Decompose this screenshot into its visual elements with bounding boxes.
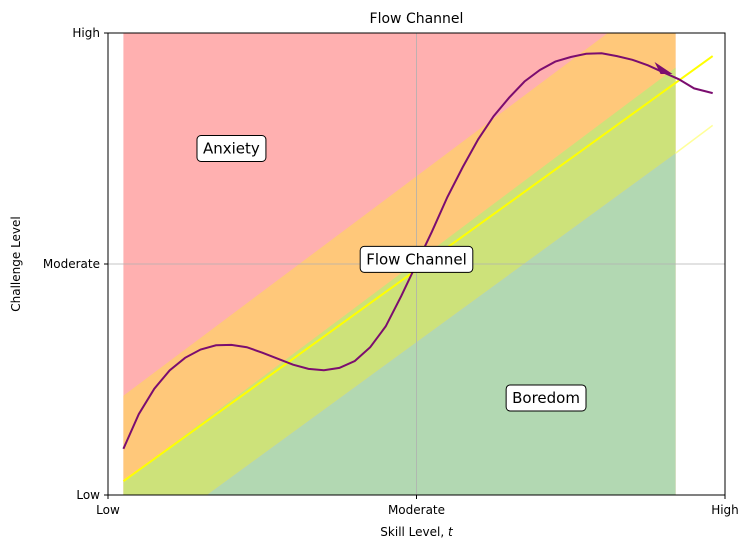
- region-label-1: Flow Channel: [366, 250, 467, 268]
- boredom-edge-line: [675, 124, 714, 154]
- chart-title: Flow Channel: [370, 11, 464, 27]
- path-arrowhead: [654, 61, 673, 74]
- x-tick-label: Moderate: [388, 503, 445, 517]
- x-axis-label: Skill Level, t: [380, 525, 454, 539]
- region-label-0: Anxiety: [203, 140, 260, 158]
- y-tick-label: Low: [76, 488, 100, 502]
- x-tick-label: High: [711, 503, 739, 517]
- chart-overlay: Anxiety Flow Channel Boredom Low Moderate Hig…: [9, 11, 739, 539]
- y-tick-label: Moderate: [43, 257, 100, 271]
- x-axis-variable: t: [448, 525, 454, 539]
- x-tick-label: Low: [96, 503, 120, 517]
- region-label-2: Boredom: [512, 389, 580, 407]
- y-tick-label: High: [72, 26, 100, 40]
- y-axis-label: Challenge Level: [9, 216, 23, 311]
- region-label-box-0: [196, 135, 267, 162]
- region-label-box-1: [359, 245, 474, 273]
- region-label-box-2: [505, 384, 587, 412]
